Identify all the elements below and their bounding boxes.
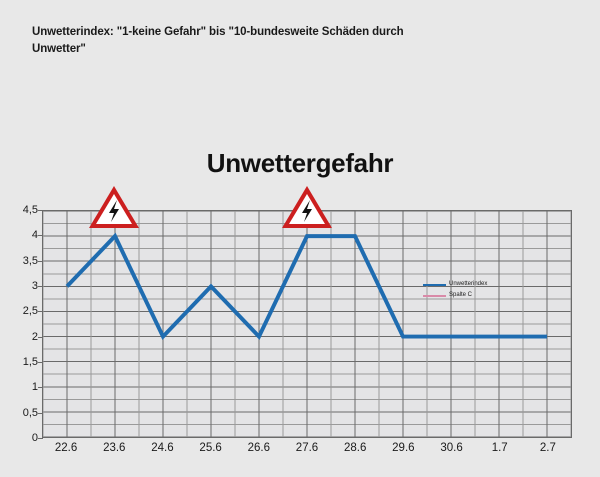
y-tick-label: 3 [31, 280, 38, 292]
unwetterindex-caption: Unwetterindex: "1-keine Gefahr" bis "10-… [32, 26, 404, 55]
y-tick-mark [38, 336, 43, 338]
y-tick-label: 1 [31, 381, 38, 394]
thunderstorm-warning-icon [280, 184, 334, 230]
y-tick-mark [38, 438, 43, 439]
chart-title: Unwettergefahr [206, 148, 394, 178]
x-tick-label: 27.6 [295, 442, 319, 454]
x-tick-label: 2.7 [539, 442, 556, 454]
y-tick-label: 1,5 [22, 356, 38, 368]
y-tick-label: 0 [31, 432, 38, 444]
grid-lines [43, 211, 571, 437]
y-tick-label: 2,5 [22, 305, 38, 318]
y-axis: 0 0,5 1 1,5 2 2,5 3 3,5 4 4,5 [0, 204, 43, 444]
legend-color-swatch [423, 284, 446, 286]
y-tick-label: 3,5 [22, 254, 38, 267]
x-tick-label: 1.7 [491, 442, 508, 454]
x-tick-label: 22.6 [54, 442, 78, 454]
series-line-unwetterindex [65, 232, 547, 341]
x-tick-label: 24.6 [151, 442, 174, 454]
x-axis: 22.6 23.6 24.6 25.6 26.6 27.6 28.6 29.6 30.6 1.7 2… [42, 442, 572, 462]
legend-item: Unwetterindex [423, 281, 495, 289]
legend-item: Spalte C [423, 292, 495, 300]
thunderstorm-warning-icon [87, 184, 141, 230]
x-tick-label: 26.6 [247, 442, 271, 454]
legend-color-swatch [423, 294, 446, 297]
y-tick-mark [38, 235, 43, 237]
y-tick-label: 4,5 [22, 204, 38, 216]
y-tick-mark [38, 260, 43, 262]
x-tick-label: 25.6 [199, 442, 222, 454]
x-tick-label: 23.6 [103, 442, 126, 454]
plot-area [42, 210, 572, 438]
y-tick-mark [38, 286, 43, 287]
y-tick-label: 4 [31, 229, 38, 242]
y-tick-label: 2 [31, 330, 38, 343]
y-tick-mark [38, 311, 43, 313]
y-tick-mark [38, 387, 43, 389]
x-tick-label: 28.6 [343, 442, 367, 454]
legend-item-label: Spalte C [449, 291, 473, 298]
chart-legend: Unwetterindex Spalte C [423, 281, 495, 302]
y-tick-mark [38, 362, 43, 363]
legend-item-label: Unwetterindex [449, 281, 488, 287]
y-tick-mark [38, 210, 43, 211]
x-tick-label: 29.6 [392, 442, 415, 454]
y-tick-mark [38, 412, 43, 414]
y-tick-label: 0,5 [22, 406, 38, 419]
x-tick-label: 30.6 [440, 442, 463, 454]
